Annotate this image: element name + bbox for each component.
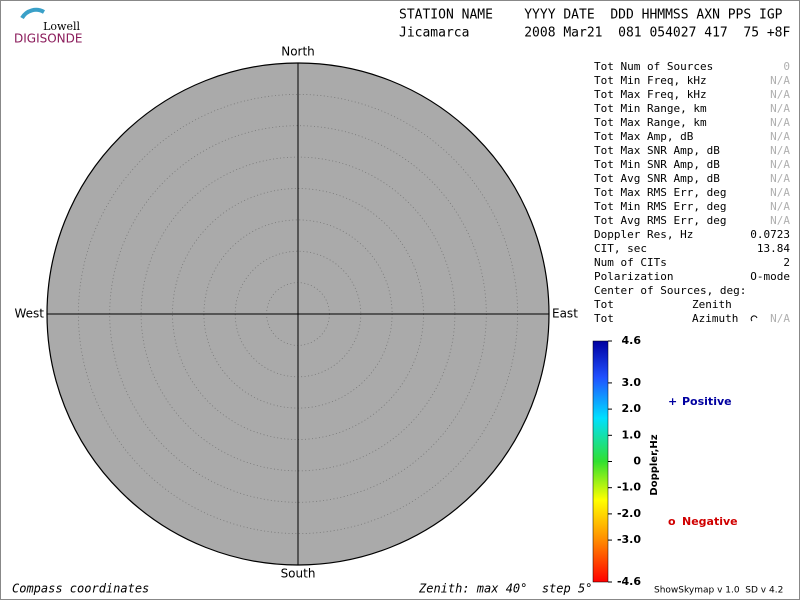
colorbar-tick-label: 2.0 [622,402,642,415]
stat-value: N/A [770,88,790,101]
colorbar [592,340,609,583]
footer-middle: Zenith: max 40° step 5° [418,582,592,596]
colorbar-tick-label: 0 [633,455,641,468]
colorbar-label: Doppler,Hz [649,434,660,495]
stat-value: N/A [770,214,790,227]
logo-line1: Lowell [43,20,80,33]
header-labels: STATION NAME YYYY DATE DDD HHMMSS AXN PP… [399,8,783,23]
legend-label: Negative [682,515,738,528]
center-title: Center of Sources, deg: [594,284,746,297]
stat-value: 0 [783,60,790,73]
center-name: Azimuth [692,312,738,325]
stat-value: N/A [770,144,790,157]
colorbar-tick-label: -3.0 [617,533,641,546]
stat-label: Tot Min RMS Err, deg [594,200,726,213]
stat-value: N/A [770,74,790,87]
stat-label: Doppler Res, Hz [594,228,693,241]
stat-label: Polarization [594,270,673,283]
header-values: Jicamarca 2008 Mar21 081 054027 417 75 +… [399,26,791,41]
stat-label: Tot Min Freq, kHz [594,74,707,87]
stat-value: N/A [770,130,790,143]
stat-label: Tot Max Range, km [594,116,707,129]
stat-label: CIT, sec [594,242,647,255]
colorbar-tick-label: -1.0 [617,481,641,494]
stat-value: N/A [770,200,790,213]
stat-label: Tot Max Amp, dB [594,130,694,143]
logo-line2: DIGISONDE [14,32,82,46]
colorbar-tick-label: -2.0 [617,507,641,520]
stat-value: 0.0723 [750,228,790,241]
compass-south: South [281,567,316,581]
stat-label: Tot Max Freq, kHz [594,88,707,101]
stat-value: N/A [770,158,790,171]
center-name: Zenith [692,298,732,311]
stat-value: 2 [783,256,790,269]
stat-label: Tot Max RMS Err, deg [594,186,726,199]
footer-left: Compass coordinates [12,582,149,596]
center-label: Tot [594,312,614,325]
stat-label: Tot Avg RMS Err, deg [594,214,726,227]
stat-value: N/A [770,172,790,185]
stat-label: Tot Avg SNR Amp, dB [594,172,720,185]
stat-value: O-mode [750,270,790,283]
stat-value: N/A [770,102,790,115]
stat-value: N/A [770,116,790,129]
legend: + Positive o Negative [668,395,738,528]
stat-label: Num of CITs [594,256,667,269]
compass-north: North [281,45,315,59]
center-value: N/A [770,312,790,325]
center-label: Tot [594,298,614,311]
colorbar-tick-label: 1.0 [622,428,642,441]
stat-value: N/A [770,186,790,199]
colorbar-tick-label: -4.6 [617,575,641,588]
stats-panel: Tot Num of Sources 0 Tot Min Freq, kHz N/A T… [594,60,790,283]
stat-label: Tot Max SNR Amp, dB [594,144,720,157]
legend-symbol: + [668,395,677,408]
colorbar-ticks: 4.6 3.0 2.0 1.0 0 -1.0 -2.0 -3.0 -4.6 [608,334,641,588]
stat-value: 13.84 [757,242,790,255]
legend-symbol: o [668,515,676,528]
rotate-icon [750,315,758,322]
logo-arc [20,7,46,20]
colorbar-tick-label: 3.0 [622,376,642,389]
sky-plot [46,62,550,566]
compass-east: East [552,307,578,321]
stat-label: Tot Min Range, km [594,102,707,115]
legend-label: Positive [682,395,732,408]
stat-label: Tot Min SNR Amp, dB [594,158,720,171]
footer-right: ShowSkymap v 1.0 SD v 4.2 [654,586,783,596]
stat-label: Tot Num of Sources [594,60,713,73]
compass-west: West [14,307,44,321]
colorbar-tick-label: 4.6 [622,334,642,347]
